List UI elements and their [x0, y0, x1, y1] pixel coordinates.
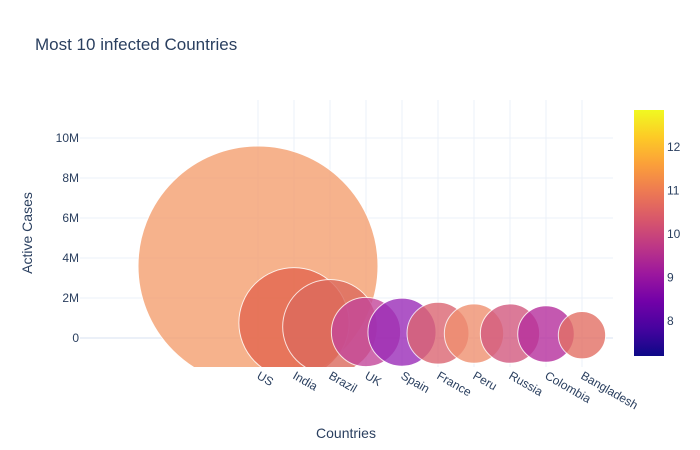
- colorbar-ticks: 8 9 10 11 12: [667, 140, 681, 328]
- y-tick-label: 0: [72, 331, 79, 345]
- colorbar-gradient: [634, 110, 664, 356]
- x-tick-label: Russia: [507, 368, 546, 399]
- y-axis-title: Active Cases: [19, 192, 35, 274]
- y-tick-label: 6M: [62, 211, 79, 225]
- y-tick-label: 2M: [62, 291, 79, 305]
- colorbar-tick-label: 12: [667, 140, 681, 154]
- x-tick-label: UK: [363, 368, 384, 388]
- x-tick-label: US: [255, 368, 276, 388]
- x-tick-label: India: [291, 368, 321, 393]
- y-tick-label: 10M: [56, 131, 79, 145]
- y-tick-label: 8M: [62, 171, 79, 185]
- y-tick-label: 4M: [62, 251, 79, 265]
- bubbles: [137, 145, 607, 367]
- colorbar-tick-label: 9: [667, 271, 674, 285]
- x-tick-label: Spain: [399, 368, 433, 395]
- colorbar-tick-label: 8: [667, 314, 674, 328]
- chart-title: Most 10 infected Countries: [35, 35, 237, 54]
- bubble-bangladesh: [557, 311, 607, 360]
- x-tick-label: Peru: [471, 368, 500, 393]
- x-axis-title: Countries: [316, 425, 376, 441]
- x-tick-label: France: [435, 368, 475, 399]
- colorbar-tick-label: 11: [667, 184, 680, 198]
- x-tick-label: Brazil: [327, 368, 360, 395]
- y-axis-ticks: 10M 8M 6M 4M 2M 0: [56, 131, 80, 345]
- colorbar-tick-label: 10: [667, 227, 681, 241]
- colorbar: 8 9 10 11 12: [634, 110, 681, 356]
